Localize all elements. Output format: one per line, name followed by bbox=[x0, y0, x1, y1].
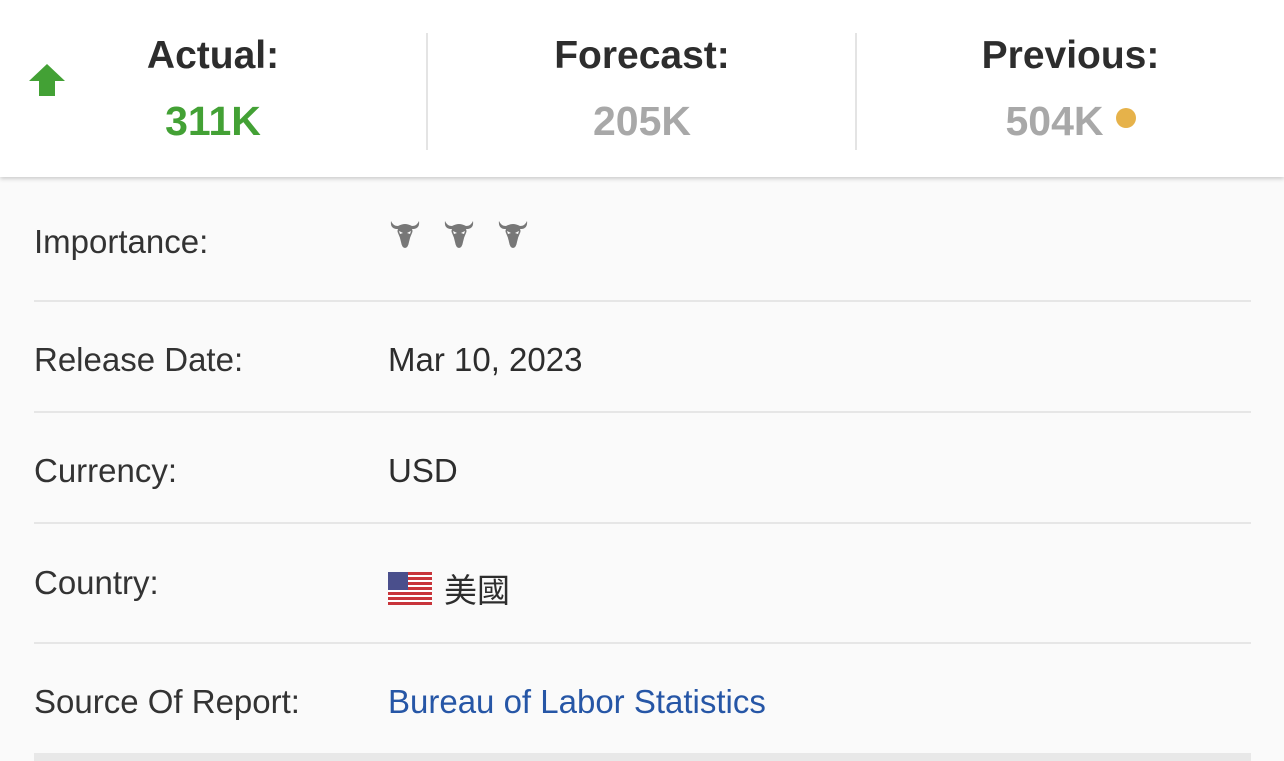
release-date-row: Release Date: Mar 10, 2023 bbox=[34, 302, 1251, 413]
previous-label: Previous: bbox=[981, 34, 1160, 77]
actual-value: 311K bbox=[165, 98, 261, 144]
divider bbox=[855, 33, 857, 150]
bull-icon bbox=[444, 221, 474, 248]
bull-icon bbox=[498, 221, 528, 248]
divider bbox=[34, 753, 1251, 761]
actual-block: Actual: 311K bbox=[0, 0, 426, 177]
divider bbox=[426, 33, 428, 150]
forecast-value: 205K bbox=[592, 98, 691, 144]
importance-row: Importance: bbox=[34, 178, 1251, 302]
us-flag-icon bbox=[388, 571, 432, 605]
summary-header: Actual: 311K Forecast: 205K Previous: 50… bbox=[0, 0, 1284, 177]
country-value: 美國 bbox=[444, 572, 510, 609]
forecast-block: Forecast: 205K bbox=[428, 0, 856, 177]
currency-label: Currency: bbox=[34, 452, 178, 489]
currency-row: Currency: USD bbox=[34, 413, 1251, 524]
release-date-label: Release Date: bbox=[34, 341, 244, 378]
source-row: Source Of Report: Bureau of Labor Statis… bbox=[34, 644, 1251, 753]
importance-label: Importance: bbox=[34, 223, 209, 260]
release-date-value: Mar 10, 2023 bbox=[388, 341, 583, 378]
country-value-wrap: 美國 bbox=[388, 564, 510, 612]
country-row: Country: 美國 bbox=[34, 524, 1251, 644]
country-label: Country: bbox=[34, 564, 159, 601]
previous-block: Previous: 504K bbox=[857, 0, 1284, 177]
source-label: Source Of Report: bbox=[34, 683, 300, 720]
arrow-up-icon bbox=[29, 64, 65, 96]
revision-dot-icon bbox=[1115, 108, 1136, 129]
previous-value: 504K bbox=[1005, 98, 1104, 144]
bull-icon bbox=[390, 221, 420, 248]
forecast-label: Forecast: bbox=[554, 34, 730, 77]
importance-rating bbox=[388, 218, 530, 250]
previous-value-wrap: 504K bbox=[857, 98, 1284, 145]
source-link[interactable]: Bureau of Labor Statistics bbox=[388, 683, 766, 720]
actual-label: Actual: bbox=[146, 34, 280, 77]
currency-value: USD bbox=[388, 452, 458, 489]
